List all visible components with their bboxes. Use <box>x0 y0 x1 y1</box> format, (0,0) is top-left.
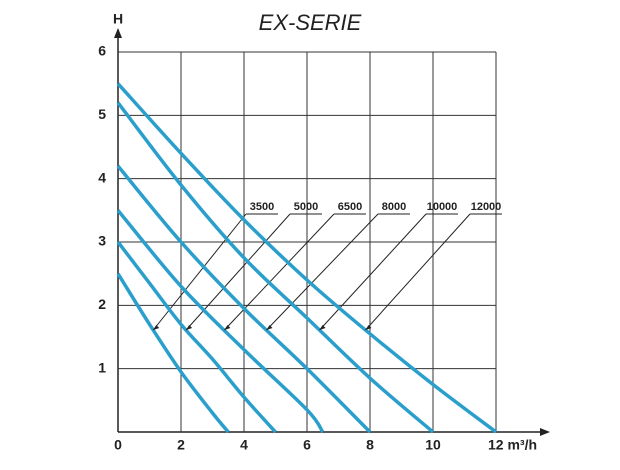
leader-arrow <box>266 325 273 330</box>
leader-arrow <box>153 325 160 330</box>
chart-title: EX-SERIE <box>259 10 362 35</box>
leader-arrow <box>224 325 231 330</box>
y-tick-label: 1 <box>98 359 106 375</box>
x-tick-label: 0 <box>114 437 122 453</box>
y-tick-label: 3 <box>98 233 106 249</box>
curve <box>116 164 372 434</box>
x-arrow <box>540 428 550 436</box>
series-label: 12000 <box>471 201 502 213</box>
leader-arrow <box>365 325 372 330</box>
curve <box>116 272 230 434</box>
x-tick-label: 12 m³/h <box>488 437 537 453</box>
x-tick-label: 4 <box>240 437 248 453</box>
y-tick-label: 5 <box>98 106 106 122</box>
leader-line <box>319 213 427 331</box>
x-tick-label: 10 <box>425 437 441 453</box>
leader-line <box>224 213 335 331</box>
series-label: 10000 <box>427 201 458 213</box>
curve <box>116 209 325 434</box>
series-label: 5000 <box>294 201 318 213</box>
curve <box>116 240 277 434</box>
y-tick-label: 2 <box>98 296 106 312</box>
x-tick-label: 2 <box>177 437 185 453</box>
y-axis-label: H <box>113 11 123 27</box>
curve <box>116 82 498 434</box>
y-tick-label: 6 <box>98 43 106 59</box>
leader-line <box>266 213 379 331</box>
leader-arrow <box>319 325 326 330</box>
leader-arrow <box>186 325 193 330</box>
series-label: 8000 <box>382 201 406 213</box>
x-tick-label: 6 <box>303 437 311 453</box>
y-arrow <box>114 28 122 38</box>
leader-line <box>365 213 471 331</box>
series-label: 3500 <box>250 201 274 213</box>
leader-line <box>185 213 291 331</box>
series-label: 6500 <box>338 201 362 213</box>
y-tick-label: 4 <box>98 169 106 185</box>
x-tick-label: 8 <box>366 437 374 453</box>
curve <box>116 101 435 434</box>
